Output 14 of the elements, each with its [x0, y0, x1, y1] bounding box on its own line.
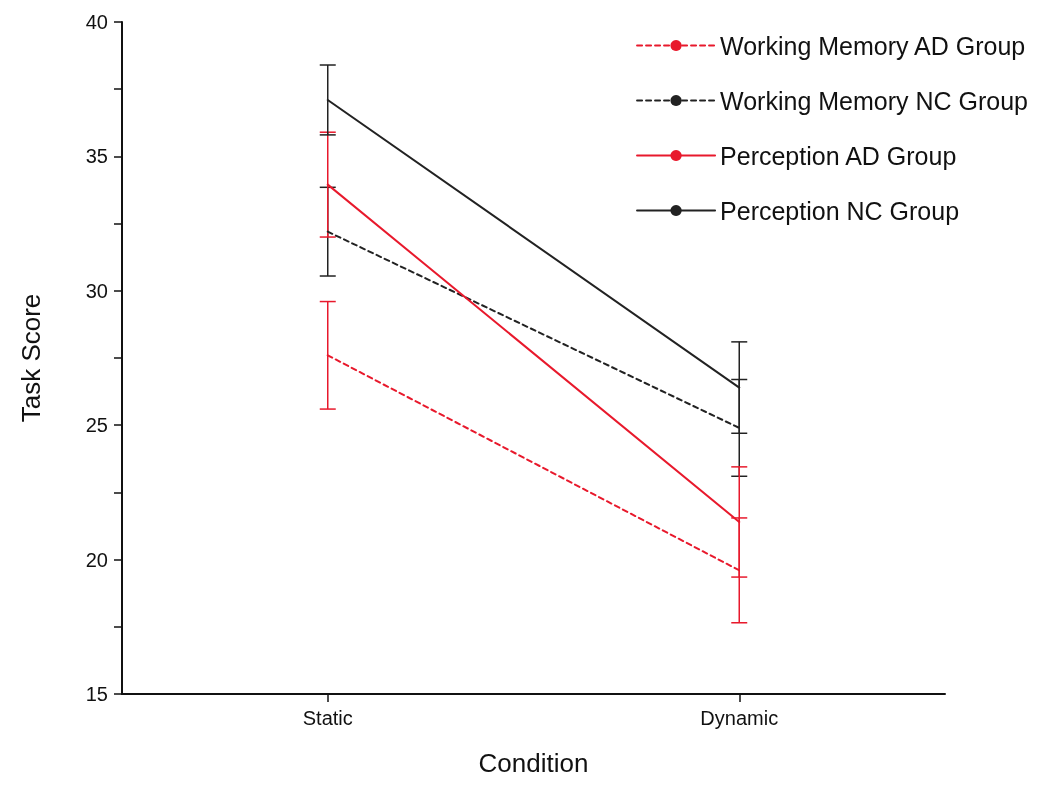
y-tick-label: 15 [85, 683, 108, 705]
y-tick-label: 35 [85, 145, 108, 168]
x-tick-label: Dynamic [700, 707, 779, 729]
y-tick-label: 25 [85, 414, 108, 437]
legend-label: Perception NC Group [720, 196, 960, 225]
legend-label: Perception AD Group [720, 141, 957, 170]
y-tick-label: 30 [85, 279, 108, 302]
y-tick-label: 20 [85, 548, 108, 571]
y-axis-title: Task Score [16, 293, 46, 423]
y-tick-label: 40 [85, 11, 108, 33]
legend-label: Working Memory AD Group [720, 31, 1026, 60]
x-axis-title: Condition [478, 748, 589, 778]
x-tick-label: Static [302, 707, 353, 729]
legend-label: Working Memory NC Group [720, 86, 1029, 115]
